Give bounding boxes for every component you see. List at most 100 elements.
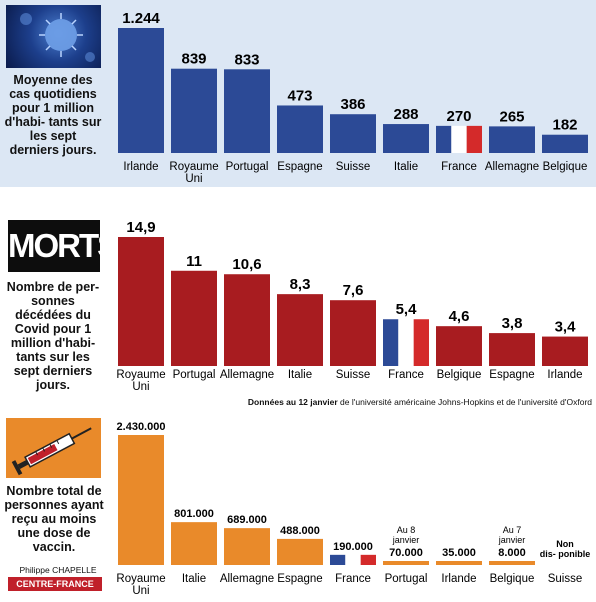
- cases-category-label-4: Suisse: [336, 161, 371, 173]
- cases-category-label-7: Allemagne: [485, 161, 539, 173]
- vacc-category-label-1: Italie: [182, 573, 206, 585]
- vacc-category-label-0-b: Uni: [132, 585, 149, 597]
- deaths-value-label-4: 7,6: [343, 282, 364, 299]
- vacc-bar-7: [489, 561, 535, 565]
- vacc-value-label-4: 190.000: [333, 541, 373, 553]
- vacc-category-label-4: France: [335, 573, 371, 585]
- deaths-category-label-1: Portugal: [173, 369, 216, 381]
- cases-value-label-6: 270: [446, 108, 471, 125]
- deaths-value-label-2: 10,6: [232, 256, 261, 273]
- source-text: de l'université américaine Johns-Hopkins…: [337, 397, 592, 407]
- vacc-value-label-6: 35.000: [442, 547, 476, 559]
- vacc-bar-2: [224, 528, 270, 565]
- vacc-bar-3: [277, 538, 323, 565]
- deaths-bar-3: [277, 294, 323, 366]
- cases-value-label-8: 182: [552, 117, 577, 134]
- cases-category-label-0: Irlande: [123, 161, 158, 173]
- deaths-bar-5-white: [398, 319, 414, 366]
- cases-description: Moyenne des cas quotidiens pour 1 millio…: [4, 73, 102, 157]
- cases-category-label-5: Italie: [394, 161, 418, 173]
- vaccinations-description: Nombre total de personnes ayant reçu au …: [4, 484, 104, 554]
- cases-bar-5: [383, 124, 429, 153]
- deaths-value-label-1: 11: [186, 253, 202, 270]
- deaths-category-label-5: France: [388, 369, 424, 381]
- vacc-value-label-7: 8.000: [498, 547, 526, 559]
- vacc-value-label-8: Non: [556, 539, 574, 549]
- deaths-category-label-3: Italie: [288, 369, 312, 381]
- cases-bar-6-white: [451, 125, 467, 153]
- source-date: Données au 12 janvier: [247, 397, 338, 407]
- cases-bar-1: [171, 68, 217, 153]
- cases-category-label-2: Portugal: [226, 161, 269, 173]
- deaths-category-label-8: Irlande: [547, 369, 582, 381]
- cases-value-label-3: 473: [287, 87, 312, 104]
- vacc-value-label-0: 2.430.000: [117, 421, 166, 433]
- deaths-category-label-0: Royaume: [116, 369, 165, 381]
- deaths-category-label-6: Belgique: [437, 369, 482, 381]
- deaths-value-label-0: 14,9: [126, 219, 155, 236]
- cases-value-label-2: 833: [234, 51, 259, 68]
- cases-value-label-7: 265: [499, 108, 524, 125]
- vacc-bar-4-blue: [330, 554, 346, 565]
- vacc-category-label-6: Irlande: [441, 573, 476, 585]
- deaths-value-label-3: 8,3: [290, 276, 311, 293]
- cases-category-label-8: Belgique: [543, 161, 588, 173]
- cases-value-label-5: 288: [393, 106, 418, 123]
- deaths-bar-0: [118, 237, 164, 366]
- cases-bar-2: [224, 69, 270, 153]
- deaths-category-label-7: Espagne: [489, 369, 534, 381]
- vacc-category-label-5: Portugal: [385, 573, 428, 585]
- deaths-description: Nombre de per- sonnes décédées du Covid …: [6, 280, 100, 392]
- deaths-value-label-5: 5,4: [396, 301, 418, 318]
- vacc-bar-1: [171, 522, 217, 565]
- cases-bar-8: [542, 134, 588, 153]
- vacc-note-5: Au 8: [397, 525, 416, 535]
- vacc-bar-5: [383, 561, 429, 565]
- cases-value-label-4: 386: [340, 96, 365, 113]
- deaths-value-label-7: 3,8: [502, 315, 523, 332]
- vacc-category-label-7: Belgique: [490, 573, 535, 585]
- deaths-bar-1: [171, 270, 217, 366]
- vacc-value-label-8-b: dis- ponible: [540, 549, 591, 559]
- cases-bar-4: [330, 114, 376, 153]
- vacc-category-label-0: Royaume: [116, 573, 165, 585]
- deaths-bar-5-red: [413, 319, 429, 366]
- cases-bar-6-blue: [436, 125, 452, 153]
- cases-category-label-6: France: [441, 161, 477, 173]
- vacc-note-5-b: janvier: [392, 535, 420, 545]
- vacc-value-label-3: 488.000: [280, 525, 320, 537]
- vacc-note-7: Au 7: [503, 525, 522, 535]
- cases-bar-6-red: [466, 125, 482, 153]
- deaths-category-label-0-b: Uni: [132, 381, 149, 393]
- deaths-category-label-4: Suisse: [336, 369, 371, 381]
- vacc-value-label-1: 801.000: [174, 508, 214, 520]
- deaths-value-label-6: 4,6: [449, 308, 470, 325]
- cases-category-label-1-b: Uni: [185, 173, 202, 185]
- deaths-value-label-8: 3,4: [555, 319, 577, 336]
- deaths-category-label-2: Allemagne: [220, 369, 274, 381]
- cases-value-label-0: 1.244: [122, 10, 160, 27]
- deaths-bar-8: [542, 336, 588, 366]
- cases-category-label-3: Espagne: [277, 161, 322, 173]
- vacc-note-7-b: janvier: [498, 535, 526, 545]
- vacc-category-label-2: Allemagne: [220, 573, 274, 585]
- cases-bar-3: [277, 105, 323, 153]
- vacc-bar-4-red: [360, 554, 376, 565]
- vacc-value-label-2: 689.000: [227, 514, 267, 526]
- vacc-bar-0: [118, 435, 164, 565]
- source-note: Données au 12 janvier de l'université am…: [248, 397, 592, 407]
- deaths-bar-7: [489, 333, 535, 366]
- vacc-bar-6: [436, 561, 482, 565]
- deaths-bar-4: [330, 300, 376, 366]
- syringe-icon: [6, 418, 101, 478]
- vacc-category-label-8: Suisse: [548, 573, 583, 585]
- vacc-value-label-5: 70.000: [389, 547, 423, 559]
- vacc-bar-4-white: [345, 554, 361, 565]
- deaths-bar-6: [436, 326, 482, 366]
- credit-name: Philippe CHAPELLE: [19, 565, 97, 575]
- deaths-bar-5-blue: [383, 319, 399, 366]
- cases-bar-0: [118, 28, 164, 153]
- vacc-category-label-3: Espagne: [277, 573, 322, 585]
- deaths-bar-2: [224, 274, 270, 366]
